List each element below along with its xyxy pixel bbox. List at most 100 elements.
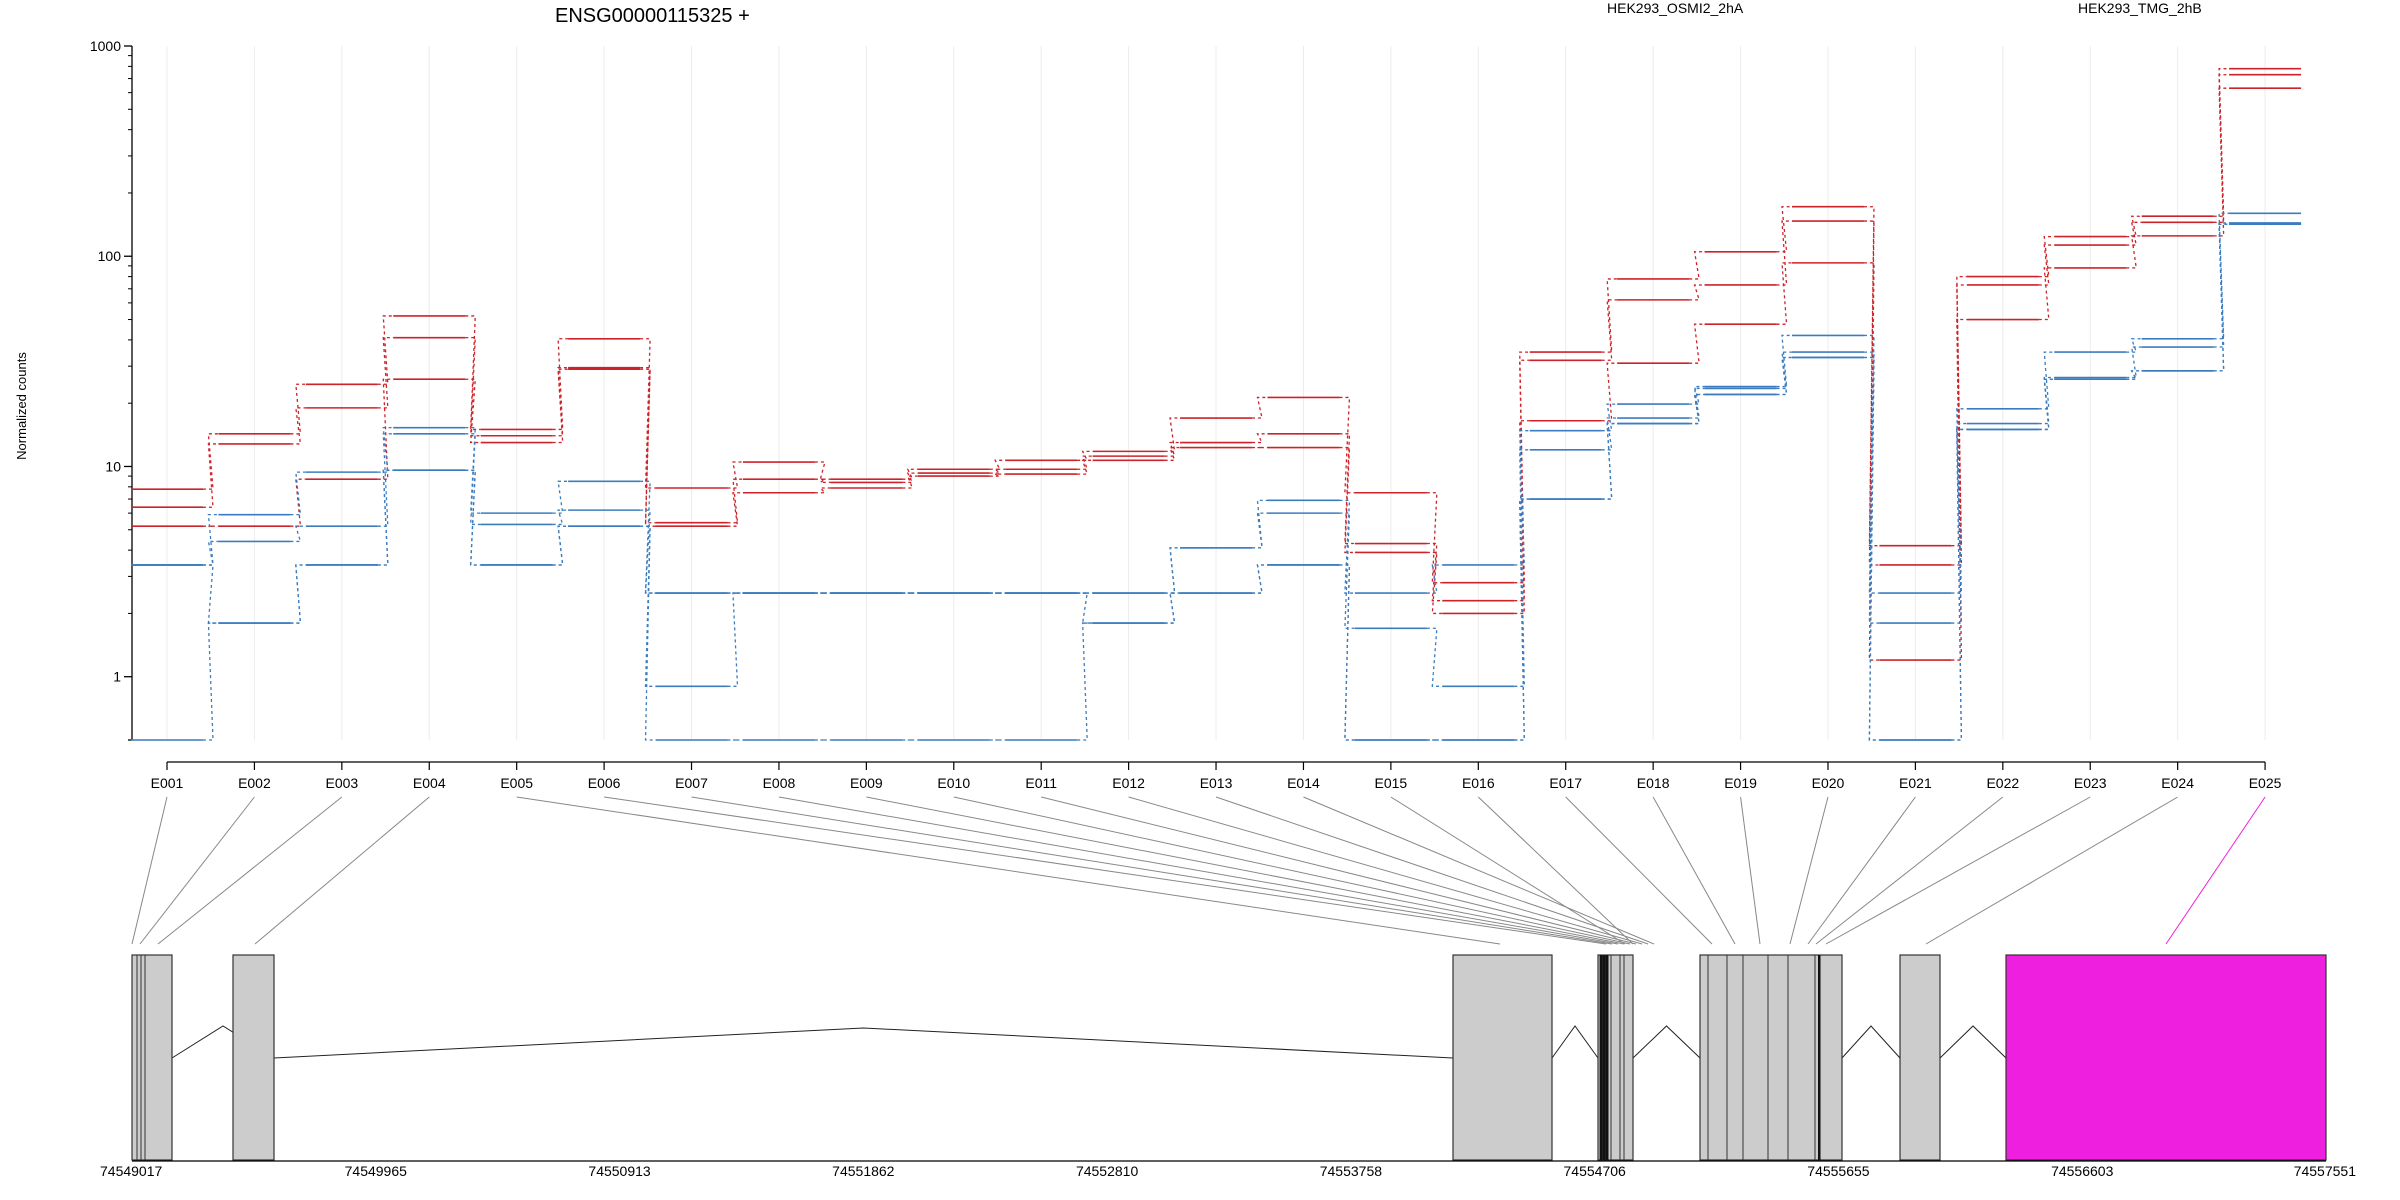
connector-line bbox=[254, 796, 430, 945]
connector-line bbox=[691, 796, 1613, 945]
series-connector bbox=[377, 469, 394, 566]
series-connector bbox=[2213, 222, 2230, 348]
x-tick-label: E024 bbox=[2161, 775, 2194, 791]
coordinate-label: 74555655 bbox=[1807, 1163, 1870, 1179]
series-connector bbox=[1164, 417, 1181, 453]
series-connector bbox=[2213, 74, 2230, 223]
series-connector bbox=[2038, 235, 2055, 278]
exon-boundary-dark bbox=[1600, 955, 1603, 1160]
x-tick-label: E015 bbox=[1375, 775, 1408, 791]
series-connector bbox=[2213, 68, 2230, 217]
series-connector bbox=[640, 367, 656, 524]
series-connector bbox=[814, 478, 831, 484]
connector-line bbox=[516, 796, 1501, 945]
series-connector bbox=[2213, 223, 2230, 372]
series-connector bbox=[1077, 455, 1093, 470]
coordinate-label: 74549965 bbox=[345, 1163, 408, 1179]
series-connector bbox=[2126, 338, 2142, 353]
coordinate-label: 74554706 bbox=[1564, 1163, 1627, 1179]
series-connector bbox=[290, 525, 306, 543]
series-connector bbox=[989, 473, 1006, 477]
series-connector bbox=[2038, 267, 2055, 321]
connector-line bbox=[1303, 796, 1655, 945]
series-connector bbox=[1252, 396, 1268, 419]
series-connector bbox=[1426, 627, 1443, 687]
x-tick-label: E007 bbox=[675, 775, 708, 791]
series-connector bbox=[1951, 284, 1967, 566]
series-connector bbox=[552, 480, 569, 514]
series-connector bbox=[203, 433, 219, 490]
exon-connector-lines bbox=[131, 796, 2266, 945]
series-connector bbox=[465, 315, 481, 431]
series-connector bbox=[1426, 564, 1443, 594]
highlighted-exon-block bbox=[2005, 954, 2327, 1161]
series-connector bbox=[902, 468, 918, 480]
exon-boundary-dark bbox=[1606, 955, 1609, 1160]
exon-boundary-dark bbox=[1603, 955, 1606, 1160]
exon-block bbox=[232, 954, 275, 1161]
series-connector bbox=[1164, 441, 1181, 457]
connector-line bbox=[131, 796, 168, 945]
x-tick-label: E013 bbox=[1200, 775, 1233, 791]
connector-line bbox=[866, 796, 1625, 945]
connector-line bbox=[1390, 796, 1626, 945]
series-connector bbox=[1951, 428, 1967, 741]
connector-line bbox=[1807, 796, 1916, 945]
series-connector bbox=[1689, 323, 1705, 364]
legend-label-osmi2: HEK293_OSMI2_2hA bbox=[1607, 0, 1744, 16]
series-connector bbox=[377, 469, 394, 566]
intron-line bbox=[273, 1027, 1454, 1059]
x-tick-label: E010 bbox=[937, 775, 970, 791]
series-connector bbox=[1689, 387, 1705, 419]
series-connector bbox=[465, 469, 481, 566]
connector-line bbox=[604, 796, 1607, 945]
y-tick-label: 10 bbox=[105, 458, 121, 474]
connector-line bbox=[1041, 796, 1637, 945]
series-connector bbox=[1863, 220, 1880, 566]
series-connector bbox=[1426, 542, 1443, 602]
series-connector bbox=[1951, 422, 1967, 624]
gene-model bbox=[131, 954, 2327, 1161]
series-connector bbox=[1514, 498, 1530, 741]
exon-block bbox=[1899, 954, 1941, 1161]
x-tick-label: E014 bbox=[1287, 775, 1320, 791]
x-tick-label: E025 bbox=[2249, 775, 2282, 791]
x-tick-label: E005 bbox=[500, 775, 533, 791]
intron-line bbox=[1939, 1025, 2007, 1059]
series-connector bbox=[465, 433, 481, 526]
series-connector bbox=[1252, 433, 1268, 444]
series-connector bbox=[1252, 564, 1268, 594]
x-tick-label: E006 bbox=[588, 775, 621, 791]
series-connector bbox=[552, 525, 569, 566]
series-connector bbox=[203, 443, 219, 508]
connector-line bbox=[1128, 796, 1643, 945]
series-connector bbox=[2126, 221, 2142, 246]
coordinate-label: 74551862 bbox=[832, 1163, 895, 1179]
series-connector bbox=[2126, 235, 2142, 269]
series-connector bbox=[640, 338, 656, 489]
x-tick-label: E018 bbox=[1637, 775, 1670, 791]
series-connector bbox=[640, 509, 656, 594]
series-connector bbox=[727, 592, 743, 687]
series-connector bbox=[640, 480, 656, 594]
series-connector bbox=[377, 433, 394, 527]
x-tick-label: E009 bbox=[850, 775, 883, 791]
series-connector bbox=[552, 338, 569, 431]
series-connector bbox=[1863, 356, 1880, 741]
x-tick-label: E011 bbox=[1025, 775, 1057, 791]
series-connector bbox=[2126, 215, 2142, 238]
connector-line bbox=[1477, 796, 1634, 945]
series-connector bbox=[1077, 459, 1093, 475]
series-connector bbox=[290, 564, 306, 624]
series-connector bbox=[2126, 370, 2142, 380]
series-connector bbox=[1601, 417, 1618, 451]
series-connector bbox=[1601, 422, 1618, 500]
x-tick-label: E023 bbox=[2074, 775, 2107, 791]
connector-line bbox=[2165, 796, 2266, 945]
series-connector bbox=[1077, 622, 1093, 741]
series-connector bbox=[1514, 498, 1530, 741]
x-tick-label: E004 bbox=[413, 775, 446, 791]
y-tick-label: 1 bbox=[113, 669, 121, 685]
series-connector bbox=[290, 564, 306, 624]
series-connector bbox=[1601, 299, 1618, 361]
